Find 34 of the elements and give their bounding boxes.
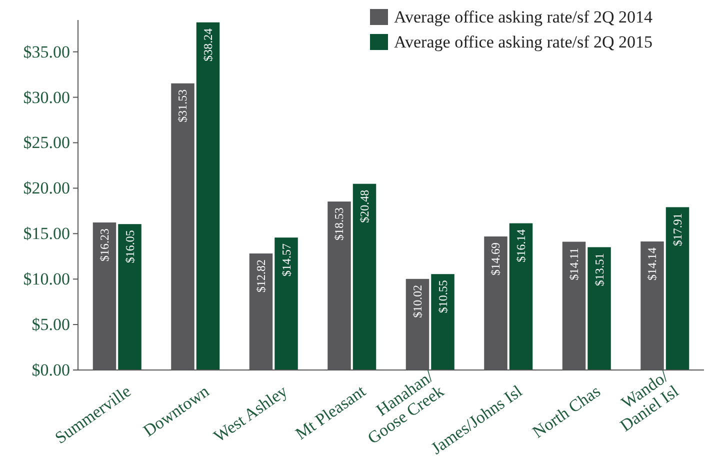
text: $17.91 [670,213,685,246]
text: $13.51 [592,253,606,286]
bar [431,274,454,370]
y-tick-label: $10.00 [23,270,70,289]
text: $14.11 [566,248,581,280]
y-tick-label: $30.00 [23,88,70,107]
text: $10.02 [410,284,424,318]
bar [588,247,611,370]
bar [196,22,220,370]
legend-label: Average office asking rate/sf 2Q 2015 [394,32,653,52]
y-tick-label: $20.00 [23,178,70,198]
legend-label: Average office asking rate/sf 2Q 2014 [394,8,654,26]
text: $20.48 [358,190,372,223]
text: $14.57 [279,244,294,277]
text: $14.69 [488,242,503,276]
text: $16.05 [122,230,137,264]
y-tick-label: $5.00 [32,315,70,334]
bar [118,224,142,370]
text: $18.53 [332,208,346,241]
bar [274,238,298,370]
text: $31.53 [176,89,190,122]
text: $16.23 [97,228,112,262]
text: $14.14 [645,247,660,280]
bar [509,223,533,370]
bar [352,184,376,370]
bar [666,207,690,370]
text: $16.14 [514,229,528,262]
y-tick-label: $15.00 [23,224,70,244]
text: $38.24 [201,28,216,62]
text: $10.55 [436,280,450,314]
y-tick-label: $0.00 [32,360,70,380]
text: $12.82 [254,259,268,292]
y-tick-label: $25.00 [23,133,70,152]
y-tick-label: $35.00 [23,42,70,62]
